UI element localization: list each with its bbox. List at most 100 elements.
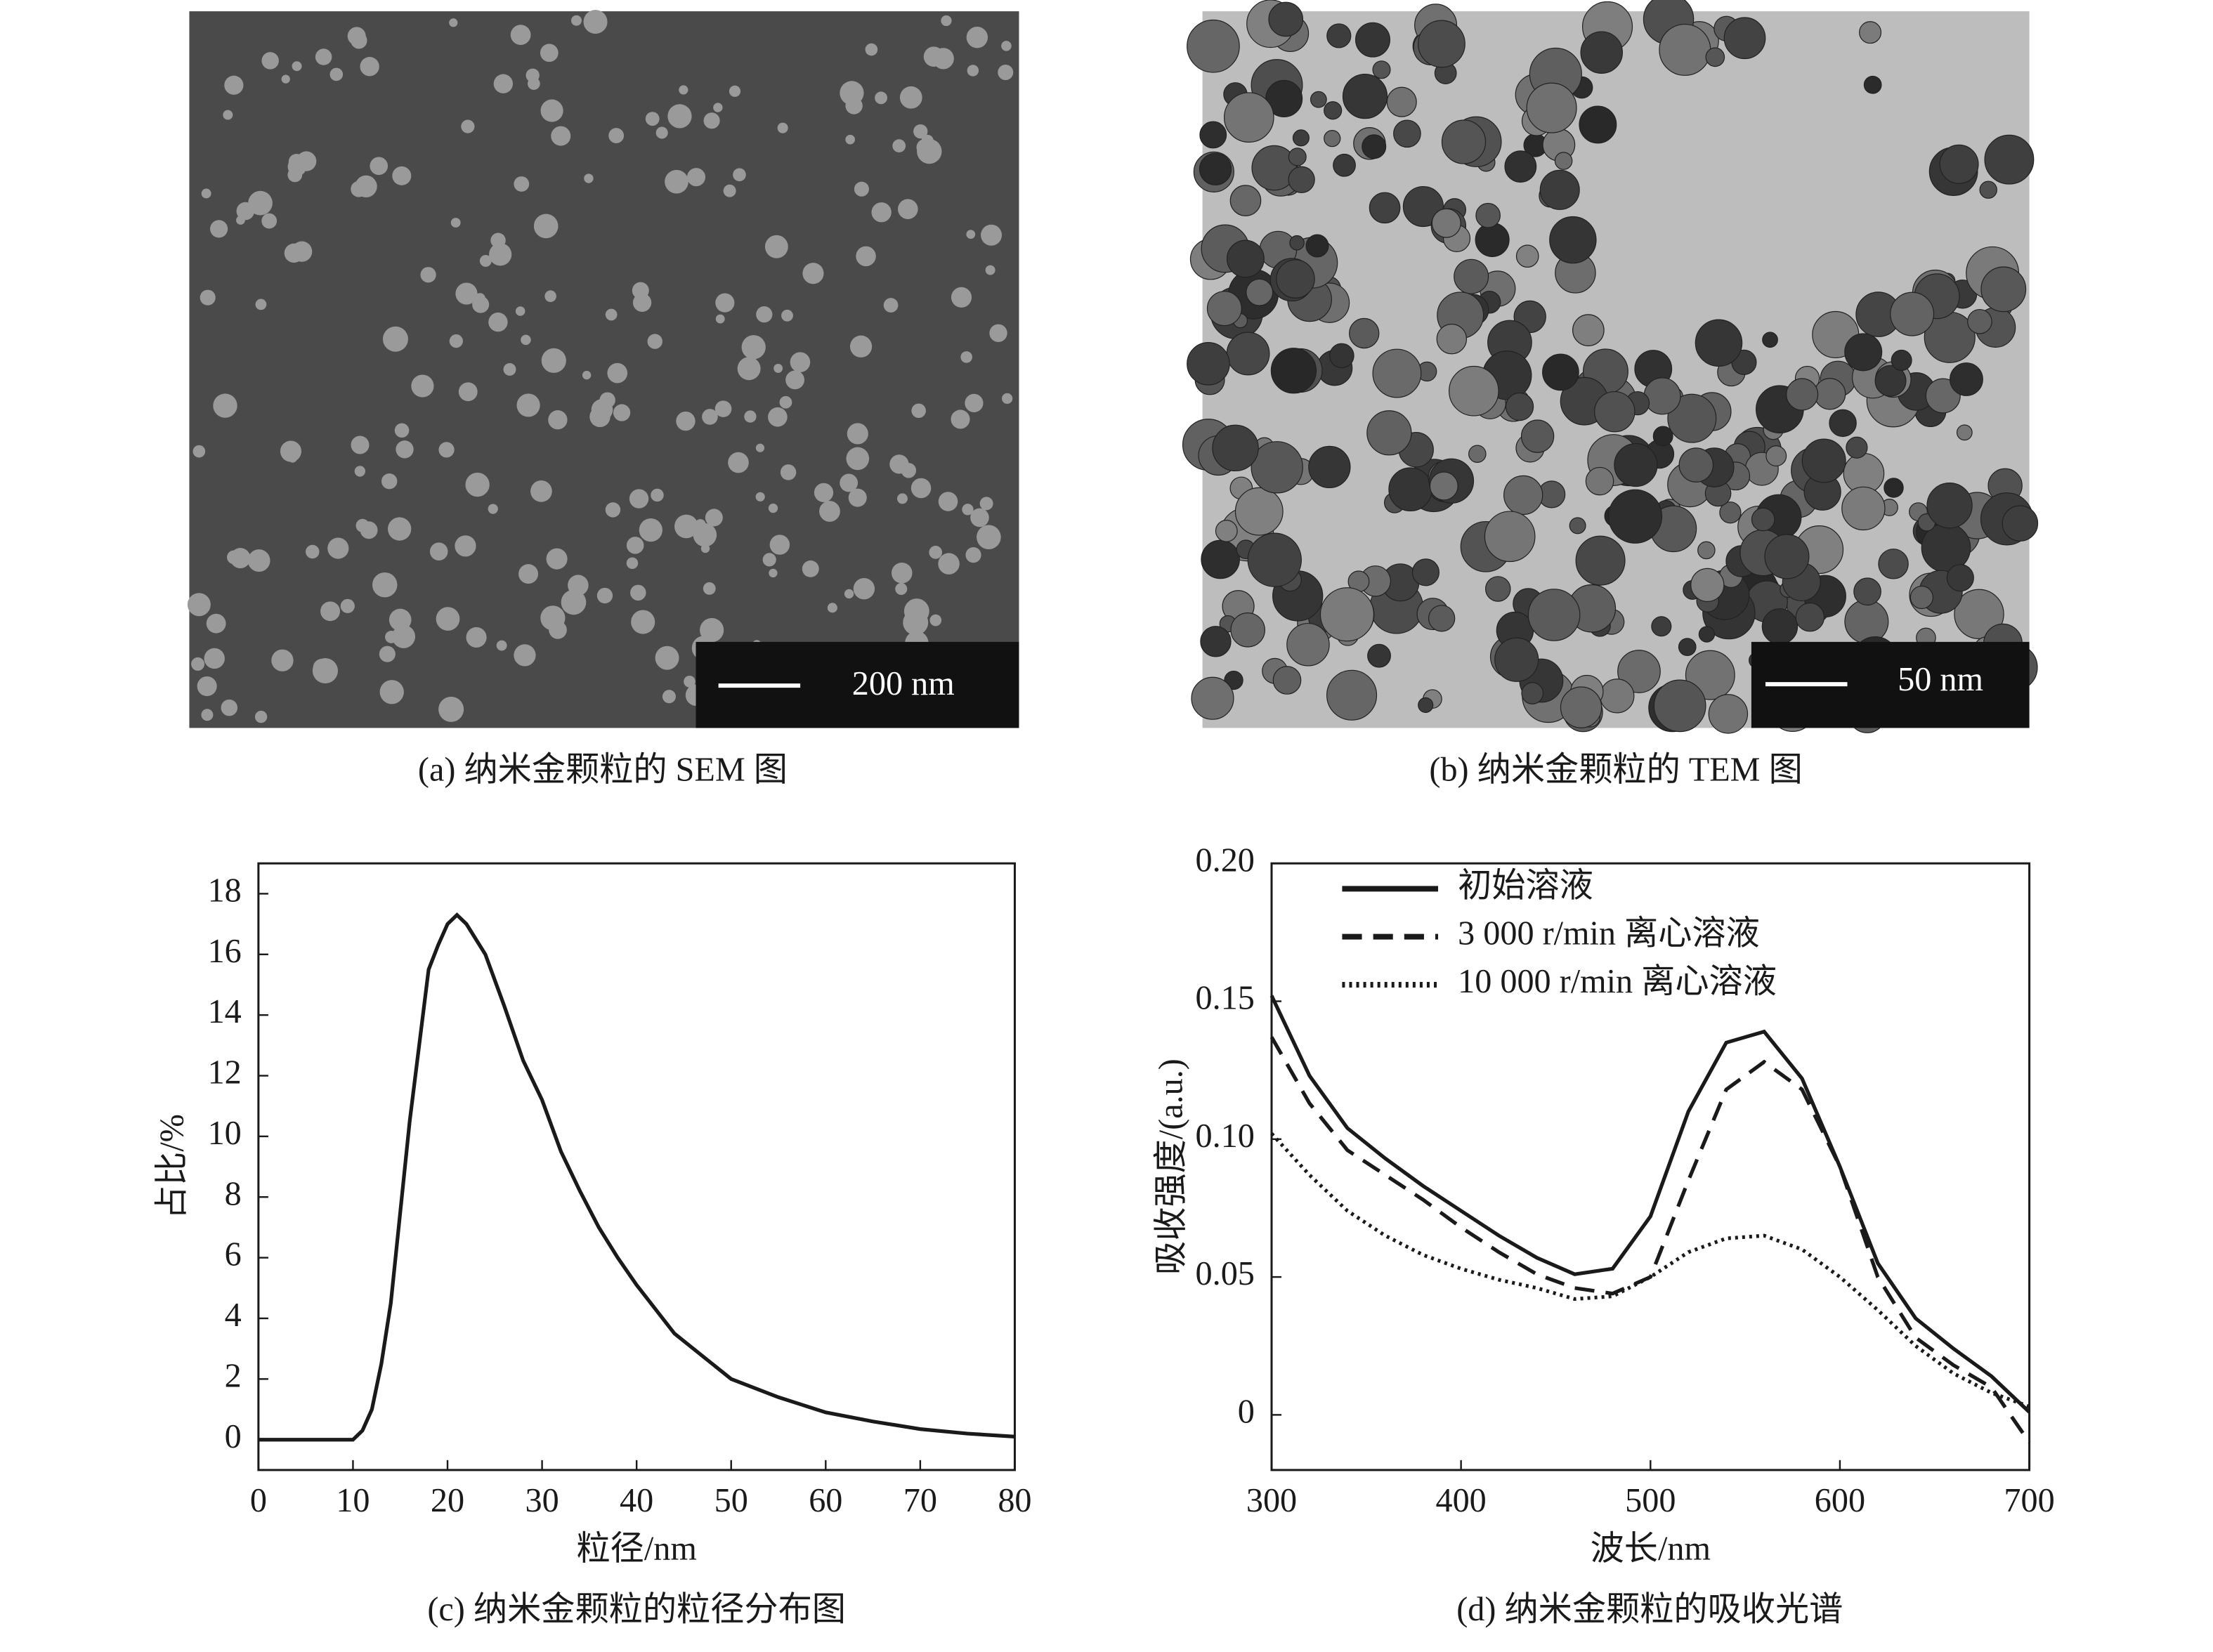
particle bbox=[1560, 686, 1602, 728]
particle bbox=[626, 537, 644, 554]
caption: (d) 纳米金颗粒的吸收光谱 bbox=[1456, 1591, 1843, 1628]
particle bbox=[411, 374, 434, 398]
particle bbox=[1319, 587, 1375, 642]
particle bbox=[1276, 259, 1315, 299]
particle bbox=[1846, 436, 1868, 459]
particle bbox=[1199, 152, 1232, 185]
particle bbox=[665, 169, 688, 194]
particle bbox=[1705, 47, 1725, 67]
particle bbox=[1617, 650, 1661, 693]
particle bbox=[846, 447, 870, 471]
particle bbox=[1386, 86, 1417, 117]
y-tick-label: 0.05 bbox=[1196, 1255, 1255, 1292]
particle bbox=[379, 680, 404, 704]
y-axis-label: 占比/% bbox=[153, 1114, 190, 1219]
particle bbox=[1829, 409, 1857, 438]
x-axis-label: 波长/nm bbox=[1591, 1530, 1711, 1567]
particle bbox=[1200, 626, 1232, 657]
particle bbox=[639, 518, 662, 542]
particle bbox=[1372, 60, 1391, 79]
particle bbox=[204, 648, 225, 669]
particle bbox=[533, 214, 559, 239]
particle bbox=[496, 640, 507, 651]
particle bbox=[1454, 258, 1489, 294]
particle bbox=[845, 134, 855, 145]
particle bbox=[962, 504, 974, 516]
particle bbox=[1206, 291, 1242, 327]
particle bbox=[847, 423, 868, 445]
x-tick-label: 400 bbox=[1436, 1482, 1487, 1519]
particle bbox=[2002, 505, 2039, 542]
particle bbox=[1326, 669, 1378, 721]
particle bbox=[1366, 410, 1412, 456]
particle bbox=[605, 308, 618, 321]
particle bbox=[714, 400, 732, 417]
particle bbox=[849, 335, 873, 358]
particle bbox=[1270, 348, 1317, 394]
particle bbox=[1652, 426, 1673, 447]
particle bbox=[705, 509, 723, 527]
particle bbox=[187, 593, 211, 617]
particle bbox=[1520, 419, 1555, 453]
particle bbox=[206, 613, 226, 634]
particle bbox=[674, 514, 698, 539]
particle bbox=[1362, 134, 1387, 159]
particle bbox=[370, 157, 389, 176]
particle bbox=[1369, 192, 1401, 224]
particle bbox=[1431, 208, 1461, 238]
particle bbox=[458, 382, 478, 402]
particle bbox=[1910, 585, 1933, 610]
particle bbox=[449, 334, 463, 348]
particle bbox=[1324, 101, 1343, 120]
particle bbox=[254, 710, 268, 723]
particle bbox=[1251, 441, 1303, 494]
particle bbox=[355, 518, 370, 532]
particle bbox=[1708, 694, 1749, 734]
particle bbox=[998, 65, 1014, 81]
particle bbox=[1698, 626, 1716, 643]
particle bbox=[589, 406, 611, 428]
particle bbox=[626, 557, 639, 569]
particle bbox=[1678, 447, 1714, 483]
x-tick-label: 500 bbox=[1625, 1482, 1676, 1519]
particle bbox=[192, 445, 206, 458]
particle bbox=[883, 298, 899, 313]
plot-frame bbox=[1270, 862, 2031, 1471]
particle bbox=[449, 18, 458, 27]
particle bbox=[1643, 377, 1681, 415]
particle bbox=[840, 81, 864, 105]
particle bbox=[570, 15, 582, 26]
particle bbox=[521, 334, 531, 346]
particle bbox=[1223, 92, 1274, 143]
particle bbox=[1484, 511, 1536, 563]
particle bbox=[938, 553, 960, 575]
particle bbox=[1515, 244, 1539, 268]
particle bbox=[960, 351, 972, 363]
particle bbox=[897, 199, 918, 219]
particle bbox=[1441, 119, 1487, 164]
particle bbox=[700, 544, 710, 553]
particle bbox=[1844, 333, 1883, 372]
x-tick-label: 40 bbox=[620, 1482, 653, 1519]
particle bbox=[1485, 576, 1511, 602]
particle bbox=[1199, 121, 1227, 149]
particle bbox=[744, 410, 757, 423]
particle bbox=[1554, 152, 1573, 170]
caption: (c) 纳米金颗粒的粒径分布图 bbox=[427, 1591, 846, 1628]
particle bbox=[605, 502, 621, 518]
particle bbox=[1349, 317, 1380, 349]
particle bbox=[546, 548, 568, 570]
particle bbox=[455, 535, 476, 557]
particle bbox=[790, 352, 811, 372]
particle bbox=[965, 393, 984, 413]
particle bbox=[1411, 558, 1440, 586]
particle bbox=[489, 243, 512, 266]
particle bbox=[854, 181, 869, 197]
x-tick-label: 50 bbox=[714, 1482, 748, 1519]
particle bbox=[768, 503, 778, 513]
data-line bbox=[1270, 1132, 2030, 1409]
particle bbox=[989, 324, 1007, 342]
particle bbox=[703, 112, 720, 129]
particle bbox=[388, 517, 412, 541]
particle bbox=[1229, 185, 1262, 216]
